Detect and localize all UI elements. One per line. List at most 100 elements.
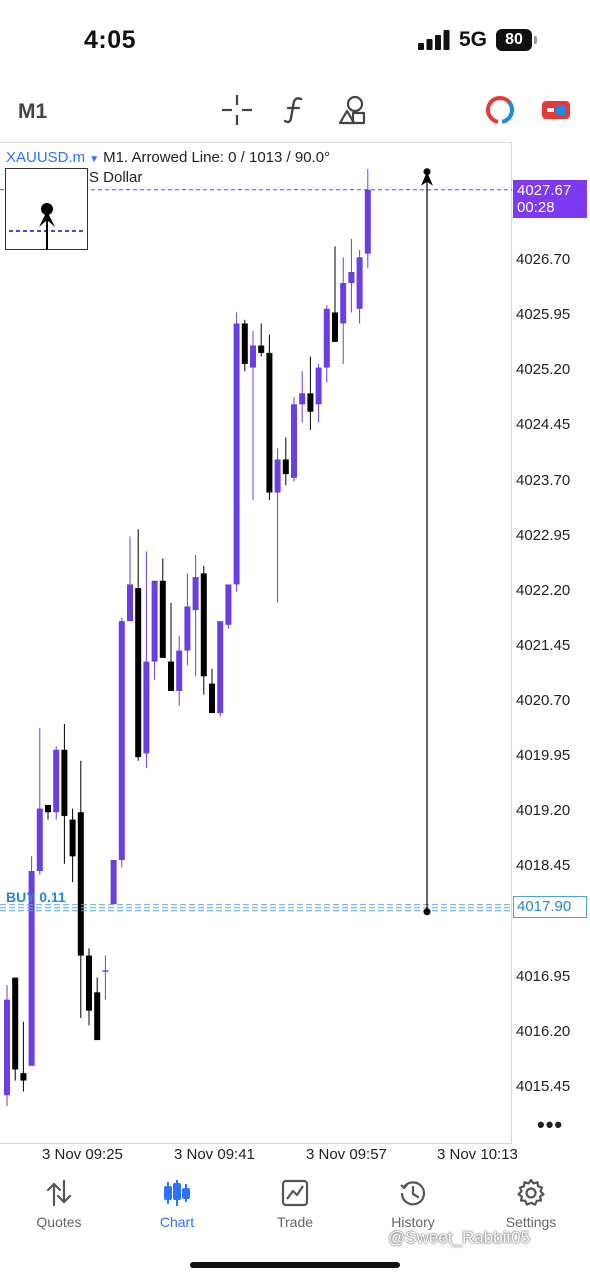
battery-icon: 80 (496, 29, 532, 51)
candle-body (127, 584, 133, 622)
buy-position-label[interactable]: BUY 0.11 (6, 888, 66, 905)
candle-body (200, 573, 207, 677)
candle-body (53, 749, 60, 813)
time-label: 3 Nov 09:25 (42, 1146, 123, 1163)
object-info: M1. Arrowed Line: 0 / 1013 / 90.0° (103, 149, 331, 166)
candle-body (225, 584, 232, 625)
candle-body (45, 804, 51, 813)
candle-body (151, 580, 158, 662)
settings-icon (517, 1178, 545, 1206)
candle-body (291, 404, 297, 478)
chart-header: XAUUSD.m ▼ M1. Arrowed Line: 0 / 1013 / 90… (6, 149, 330, 166)
candle-body (159, 580, 166, 658)
candle-body (61, 749, 68, 816)
price-tick-label: 4022.95 (516, 526, 571, 544)
price-chart[interactable]: XAUUSD.m ▼ M1. Arrowed Line: 0 / 1013 / 90… (0, 142, 512, 1144)
candle-body (323, 308, 330, 368)
candle-body (250, 345, 256, 368)
symbol-dropdown-icon[interactable]: ▼ (89, 154, 100, 165)
tab-quotes[interactable]: Quotes (0, 1170, 118, 1240)
candle-body (233, 323, 240, 585)
candle-body (36, 808, 43, 872)
price-tick-label: 4019.95 (516, 747, 571, 765)
candle-body (4, 999, 10, 1096)
crosshair-icon[interactable] (221, 94, 253, 126)
candle-body (12, 977, 19, 1070)
candle-body (332, 312, 338, 342)
cellular-signal-icon (418, 30, 450, 50)
bar-countdown: 00:28 (517, 198, 555, 216)
candle-body (143, 661, 150, 754)
candle-body (135, 588, 142, 758)
quotes-icon (46, 1179, 72, 1207)
current-price: 4027.67 (517, 181, 572, 199)
candle-body (184, 606, 191, 651)
candlestick-chart[interactable] (0, 143, 512, 1145)
tab-chart[interactable]: Chart (118, 1170, 236, 1240)
time-label: 3 Nov 09:57 (306, 1146, 387, 1163)
price-tick-label: 4018.45 (516, 857, 571, 875)
price-tick-label: 4025.95 (516, 306, 571, 324)
price-tick-label: 4026.70 (516, 251, 571, 268)
symbol-description: S Dollar (89, 169, 143, 186)
time-label: 3 Nov 10:13 (437, 1146, 518, 1163)
price-tick-label: 4023.70 (516, 471, 571, 489)
candle-body (315, 367, 322, 405)
candle-body (28, 871, 35, 1066)
candle-body (77, 812, 84, 956)
candle-body (102, 970, 109, 972)
price-tick-label: 4024.45 (516, 416, 571, 434)
candle-body (364, 189, 371, 254)
price-tick-label: 4020.70 (516, 692, 571, 709)
object-preview (5, 168, 88, 250)
price-tick-label: 4019.20 (516, 802, 571, 820)
candle-body (86, 955, 92, 1011)
candle-body (274, 459, 281, 493)
history-icon (400, 1181, 426, 1206)
candle-body (110, 860, 117, 905)
price-tick-label: 4016.20 (516, 1022, 571, 1040)
current-price-badge: 4027.67 00:28 (513, 179, 587, 218)
price-tick-label: 4015.45 (516, 1077, 571, 1095)
timeframe-button[interactable]: M1 (18, 100, 48, 123)
one-click-trading-icon[interactable] (540, 94, 572, 126)
candle-body (307, 393, 314, 412)
network-type: 5G (459, 28, 488, 51)
status-time: 4:05 (84, 26, 137, 54)
price-tick-label: 4022.20 (516, 581, 571, 599)
candle-body (356, 257, 363, 309)
candle-body (282, 459, 289, 475)
tab-trade[interactable]: Trade (236, 1170, 354, 1240)
trade-icon (281, 1179, 309, 1207)
more-icon[interactable]: ••• (537, 1112, 564, 1137)
symbol-name[interactable]: XAUUSD.m (6, 149, 86, 166)
price-tick-label: 4016.95 (516, 967, 571, 985)
bottom-tab-bar: Quotes Chart Trade History (0, 1170, 590, 1240)
battery-tip (534, 36, 537, 44)
candle-body (168, 661, 174, 691)
candle-body (241, 323, 248, 364)
candle-body (192, 577, 199, 611)
home-indicator (190, 1262, 400, 1268)
status-bar: 4:05 5G 80 (0, 0, 590, 80)
price-axis: 4027.67 00:28 4017.90 4026.70 4025.95 4025… (512, 142, 590, 1144)
candle-body (69, 819, 76, 857)
chart-icon (164, 1180, 190, 1206)
candle-body (258, 345, 265, 353)
color-scheme-icon[interactable] (484, 94, 516, 126)
objects-icon[interactable] (337, 94, 369, 126)
arrow-preview-icon (9, 203, 86, 249)
tab-settings[interactable]: Settings (472, 1170, 590, 1240)
candle-body (176, 650, 183, 691)
time-axis: 3 Nov 09:25 3 Nov 09:41 3 Nov 09:57 3 No… (0, 1144, 590, 1168)
price-tick-label: 4021.45 (516, 636, 571, 654)
chart-toolbar: M1 (0, 84, 590, 138)
candle-body (217, 621, 224, 714)
time-label: 3 Nov 09:41 (174, 1146, 255, 1163)
candle-body (118, 621, 125, 861)
indicators-icon[interactable] (279, 94, 311, 126)
candle-body (299, 393, 306, 405)
candle-body (266, 352, 273, 493)
candle-body (340, 283, 347, 324)
tab-history[interactable]: History (354, 1170, 472, 1240)
